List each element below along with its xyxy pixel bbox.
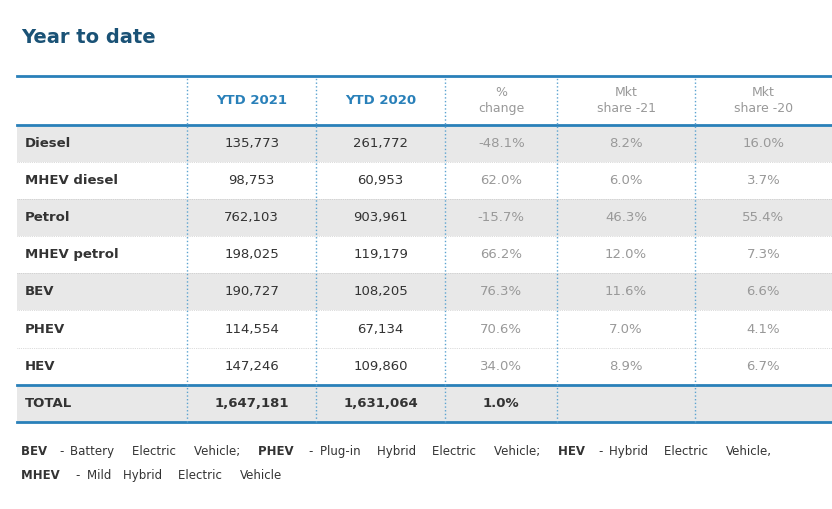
Text: 67,134: 67,134 bbox=[358, 323, 404, 335]
Bar bbox=[17, 385, 832, 422]
Text: Vehicle,: Vehicle, bbox=[726, 445, 772, 458]
Text: BEV: BEV bbox=[25, 286, 54, 298]
Text: 3.7%: 3.7% bbox=[746, 174, 780, 187]
Text: 34.0%: 34.0% bbox=[480, 360, 522, 373]
Text: 46.3%: 46.3% bbox=[605, 211, 647, 224]
Text: Diesel: Diesel bbox=[25, 137, 72, 150]
Text: 114,554: 114,554 bbox=[225, 323, 279, 335]
Text: 198,025: 198,025 bbox=[225, 248, 279, 261]
Text: YTD 2020: YTD 2020 bbox=[345, 94, 416, 107]
Text: PHEV: PHEV bbox=[25, 323, 65, 335]
Text: 6.7%: 6.7% bbox=[746, 360, 780, 373]
Text: -: - bbox=[76, 469, 84, 483]
Text: Plug-in: Plug-in bbox=[319, 445, 364, 458]
Text: Mkt
share -20: Mkt share -20 bbox=[734, 86, 793, 115]
Text: MHEV petrol: MHEV petrol bbox=[25, 248, 119, 261]
Text: Mkt
share -21: Mkt share -21 bbox=[597, 86, 656, 115]
Text: HEV: HEV bbox=[558, 445, 590, 458]
Text: 8.9%: 8.9% bbox=[609, 360, 643, 373]
Text: 16.0%: 16.0% bbox=[742, 137, 785, 150]
Text: TOTAL: TOTAL bbox=[25, 397, 72, 410]
Text: Year to date: Year to date bbox=[21, 28, 156, 47]
Text: -48.1%: -48.1% bbox=[478, 137, 525, 150]
Text: Electric: Electric bbox=[132, 445, 180, 458]
Text: 108,205: 108,205 bbox=[354, 286, 408, 298]
Text: Petrol: Petrol bbox=[25, 211, 71, 224]
Text: 4.1%: 4.1% bbox=[746, 323, 780, 335]
Text: 6.0%: 6.0% bbox=[609, 174, 643, 187]
Text: BEV: BEV bbox=[21, 445, 51, 458]
Text: Electric: Electric bbox=[664, 445, 712, 458]
Text: 7.0%: 7.0% bbox=[609, 323, 643, 335]
Bar bbox=[17, 162, 832, 199]
Text: 11.6%: 11.6% bbox=[605, 286, 647, 298]
Text: 109,860: 109,860 bbox=[354, 360, 408, 373]
Text: Hybrid: Hybrid bbox=[123, 469, 166, 483]
Text: -: - bbox=[60, 445, 68, 458]
Text: 7.3%: 7.3% bbox=[746, 248, 780, 261]
Text: 6.6%: 6.6% bbox=[746, 286, 780, 298]
Text: Mild: Mild bbox=[87, 469, 115, 483]
Text: YTD 2021: YTD 2021 bbox=[216, 94, 287, 107]
Text: 762,103: 762,103 bbox=[225, 211, 279, 224]
Text: 12.0%: 12.0% bbox=[605, 248, 647, 261]
Bar bbox=[17, 199, 832, 236]
Text: -: - bbox=[598, 445, 607, 458]
Bar bbox=[17, 236, 832, 273]
Text: MHEV diesel: MHEV diesel bbox=[25, 174, 118, 187]
Text: PHEV: PHEV bbox=[258, 445, 298, 458]
Text: 8.2%: 8.2% bbox=[609, 137, 643, 150]
Text: 903,961: 903,961 bbox=[354, 211, 408, 224]
Text: -: - bbox=[310, 445, 318, 458]
Bar bbox=[17, 125, 832, 162]
Text: 1.0%: 1.0% bbox=[483, 397, 520, 410]
Text: Electric: Electric bbox=[433, 445, 480, 458]
Text: Hybrid: Hybrid bbox=[377, 445, 420, 458]
Text: 147,246: 147,246 bbox=[225, 360, 279, 373]
Bar bbox=[17, 348, 832, 385]
Text: 62.0%: 62.0% bbox=[480, 174, 522, 187]
Text: Vehicle: Vehicle bbox=[240, 469, 282, 483]
Text: 98,753: 98,753 bbox=[229, 174, 275, 187]
Text: Electric: Electric bbox=[178, 469, 225, 483]
Text: Vehicle;: Vehicle; bbox=[494, 445, 544, 458]
Text: 66.2%: 66.2% bbox=[480, 248, 522, 261]
Text: 135,773: 135,773 bbox=[224, 137, 280, 150]
Text: 76.3%: 76.3% bbox=[480, 286, 522, 298]
Text: 55.4%: 55.4% bbox=[742, 211, 785, 224]
Bar bbox=[17, 310, 832, 348]
Text: 1,647,181: 1,647,181 bbox=[215, 397, 289, 410]
Text: %
change: % change bbox=[478, 86, 524, 115]
Text: 119,179: 119,179 bbox=[354, 248, 408, 261]
Bar bbox=[17, 273, 832, 310]
Text: 60,953: 60,953 bbox=[358, 174, 404, 187]
Text: 190,727: 190,727 bbox=[225, 286, 279, 298]
Text: Hybrid: Hybrid bbox=[609, 445, 652, 458]
Text: MHEV: MHEV bbox=[21, 469, 64, 483]
Bar bbox=[17, 76, 832, 125]
Text: 261,772: 261,772 bbox=[353, 137, 409, 150]
Text: HEV: HEV bbox=[25, 360, 56, 373]
Text: -15.7%: -15.7% bbox=[478, 211, 525, 224]
Text: 1,631,064: 1,631,064 bbox=[344, 397, 418, 410]
Text: Vehicle;: Vehicle; bbox=[194, 445, 244, 458]
Text: Battery: Battery bbox=[71, 445, 118, 458]
Text: 70.6%: 70.6% bbox=[480, 323, 522, 335]
